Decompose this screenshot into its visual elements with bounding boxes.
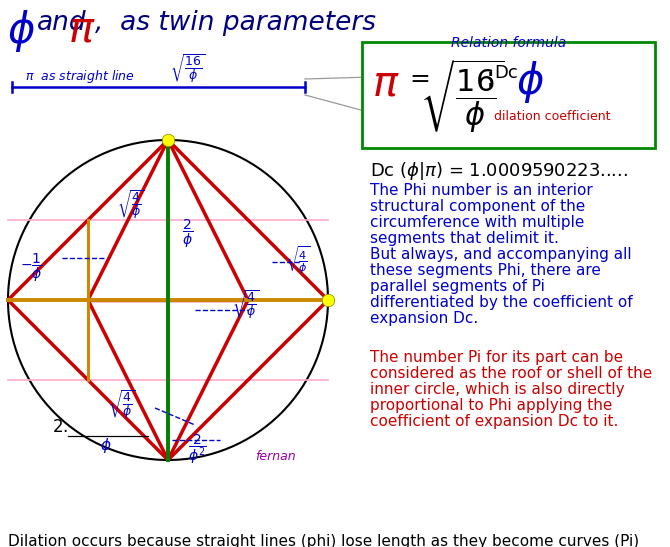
Text: $\pi$: $\pi$	[372, 62, 399, 104]
Text: $=$: $=$	[405, 65, 430, 89]
Text: $\phi$: $\phi$	[100, 436, 112, 455]
Text: $\sqrt{\dfrac{16}{\phi}}$: $\sqrt{\dfrac{16}{\phi}}$	[170, 53, 205, 85]
Text: structural component of the: structural component of the	[370, 199, 586, 214]
Text: coefficient of expansion Dc to it.: coefficient of expansion Dc to it.	[370, 414, 618, 429]
Text: proportional to Phi applying the: proportional to Phi applying the	[370, 398, 612, 413]
Text: dilation coefficient: dilation coefficient	[494, 110, 610, 123]
Text: $\sqrt{\dfrac{16}{\phi}}$: $\sqrt{\dfrac{16}{\phi}}$	[420, 58, 505, 135]
Text: $\phi$: $\phi$	[7, 8, 35, 54]
Text: $2.$: $2.$	[52, 418, 68, 436]
Text: But always, and accompanying all: But always, and accompanying all	[370, 247, 632, 262]
Text: segments that delimit it.: segments that delimit it.	[370, 231, 559, 246]
Text: $\dfrac{2}{\phi^2}$: $\dfrac{2}{\phi^2}$	[188, 432, 207, 466]
Text: expansion Dc.: expansion Dc.	[370, 311, 478, 326]
Text: Dilation occurs because straight lines (phi) lose length as they become curves (: Dilation occurs because straight lines (…	[8, 534, 639, 547]
Text: $\phi$: $\phi$	[516, 59, 544, 105]
Text: The number Pi for its part can be: The number Pi for its part can be	[370, 350, 623, 365]
Text: $\pi$  as straight line: $\pi$ as straight line	[25, 68, 135, 85]
Text: ,  as twin parameters: , as twin parameters	[95, 10, 376, 36]
Text: Dc $(\phi|\pi)$ = 1.0009590223.....: Dc $(\phi|\pi)$ = 1.0009590223.....	[370, 160, 628, 182]
Text: $\sqrt{\dfrac{4}{\phi}}$: $\sqrt{\dfrac{4}{\phi}}$	[117, 188, 145, 220]
Text: Relation formula: Relation formula	[451, 36, 566, 50]
Text: Dc: Dc	[494, 64, 518, 82]
Text: these segments Phi, there are: these segments Phi, there are	[370, 263, 601, 278]
Text: The Phi number is an interior: The Phi number is an interior	[370, 183, 593, 198]
Text: circumference with multiple: circumference with multiple	[370, 215, 584, 230]
Text: $\dfrac{2}{\phi}$: $\dfrac{2}{\phi}$	[182, 218, 193, 251]
Text: $-\dfrac{1}{\phi}$: $-\dfrac{1}{\phi}$	[20, 252, 43, 284]
Text: $\sqrt{\dfrac{4}{\phi}}$: $\sqrt{\dfrac{4}{\phi}}$	[286, 244, 311, 276]
Text: considered as the roof or shell of the: considered as the roof or shell of the	[370, 366, 653, 381]
Text: and: and	[37, 10, 86, 36]
Bar	[362, 42, 655, 148]
Text: differentiated by the coefficient of: differentiated by the coefficient of	[370, 295, 632, 310]
Text: parallel segments of Pi: parallel segments of Pi	[370, 279, 545, 294]
Text: $\sqrt{\dfrac{4}{\phi}}$: $\sqrt{\dfrac{4}{\phi}}$	[108, 388, 135, 421]
Text: fernan: fernan	[255, 450, 295, 463]
Text: $\sqrt{\dfrac{4}{\phi}}$: $\sqrt{\dfrac{4}{\phi}}$	[232, 288, 259, 321]
Text: $\pi$: $\pi$	[68, 8, 96, 50]
Text: $:$: $:$	[480, 65, 494, 93]
Text: inner circle, which is also directly: inner circle, which is also directly	[370, 382, 624, 397]
